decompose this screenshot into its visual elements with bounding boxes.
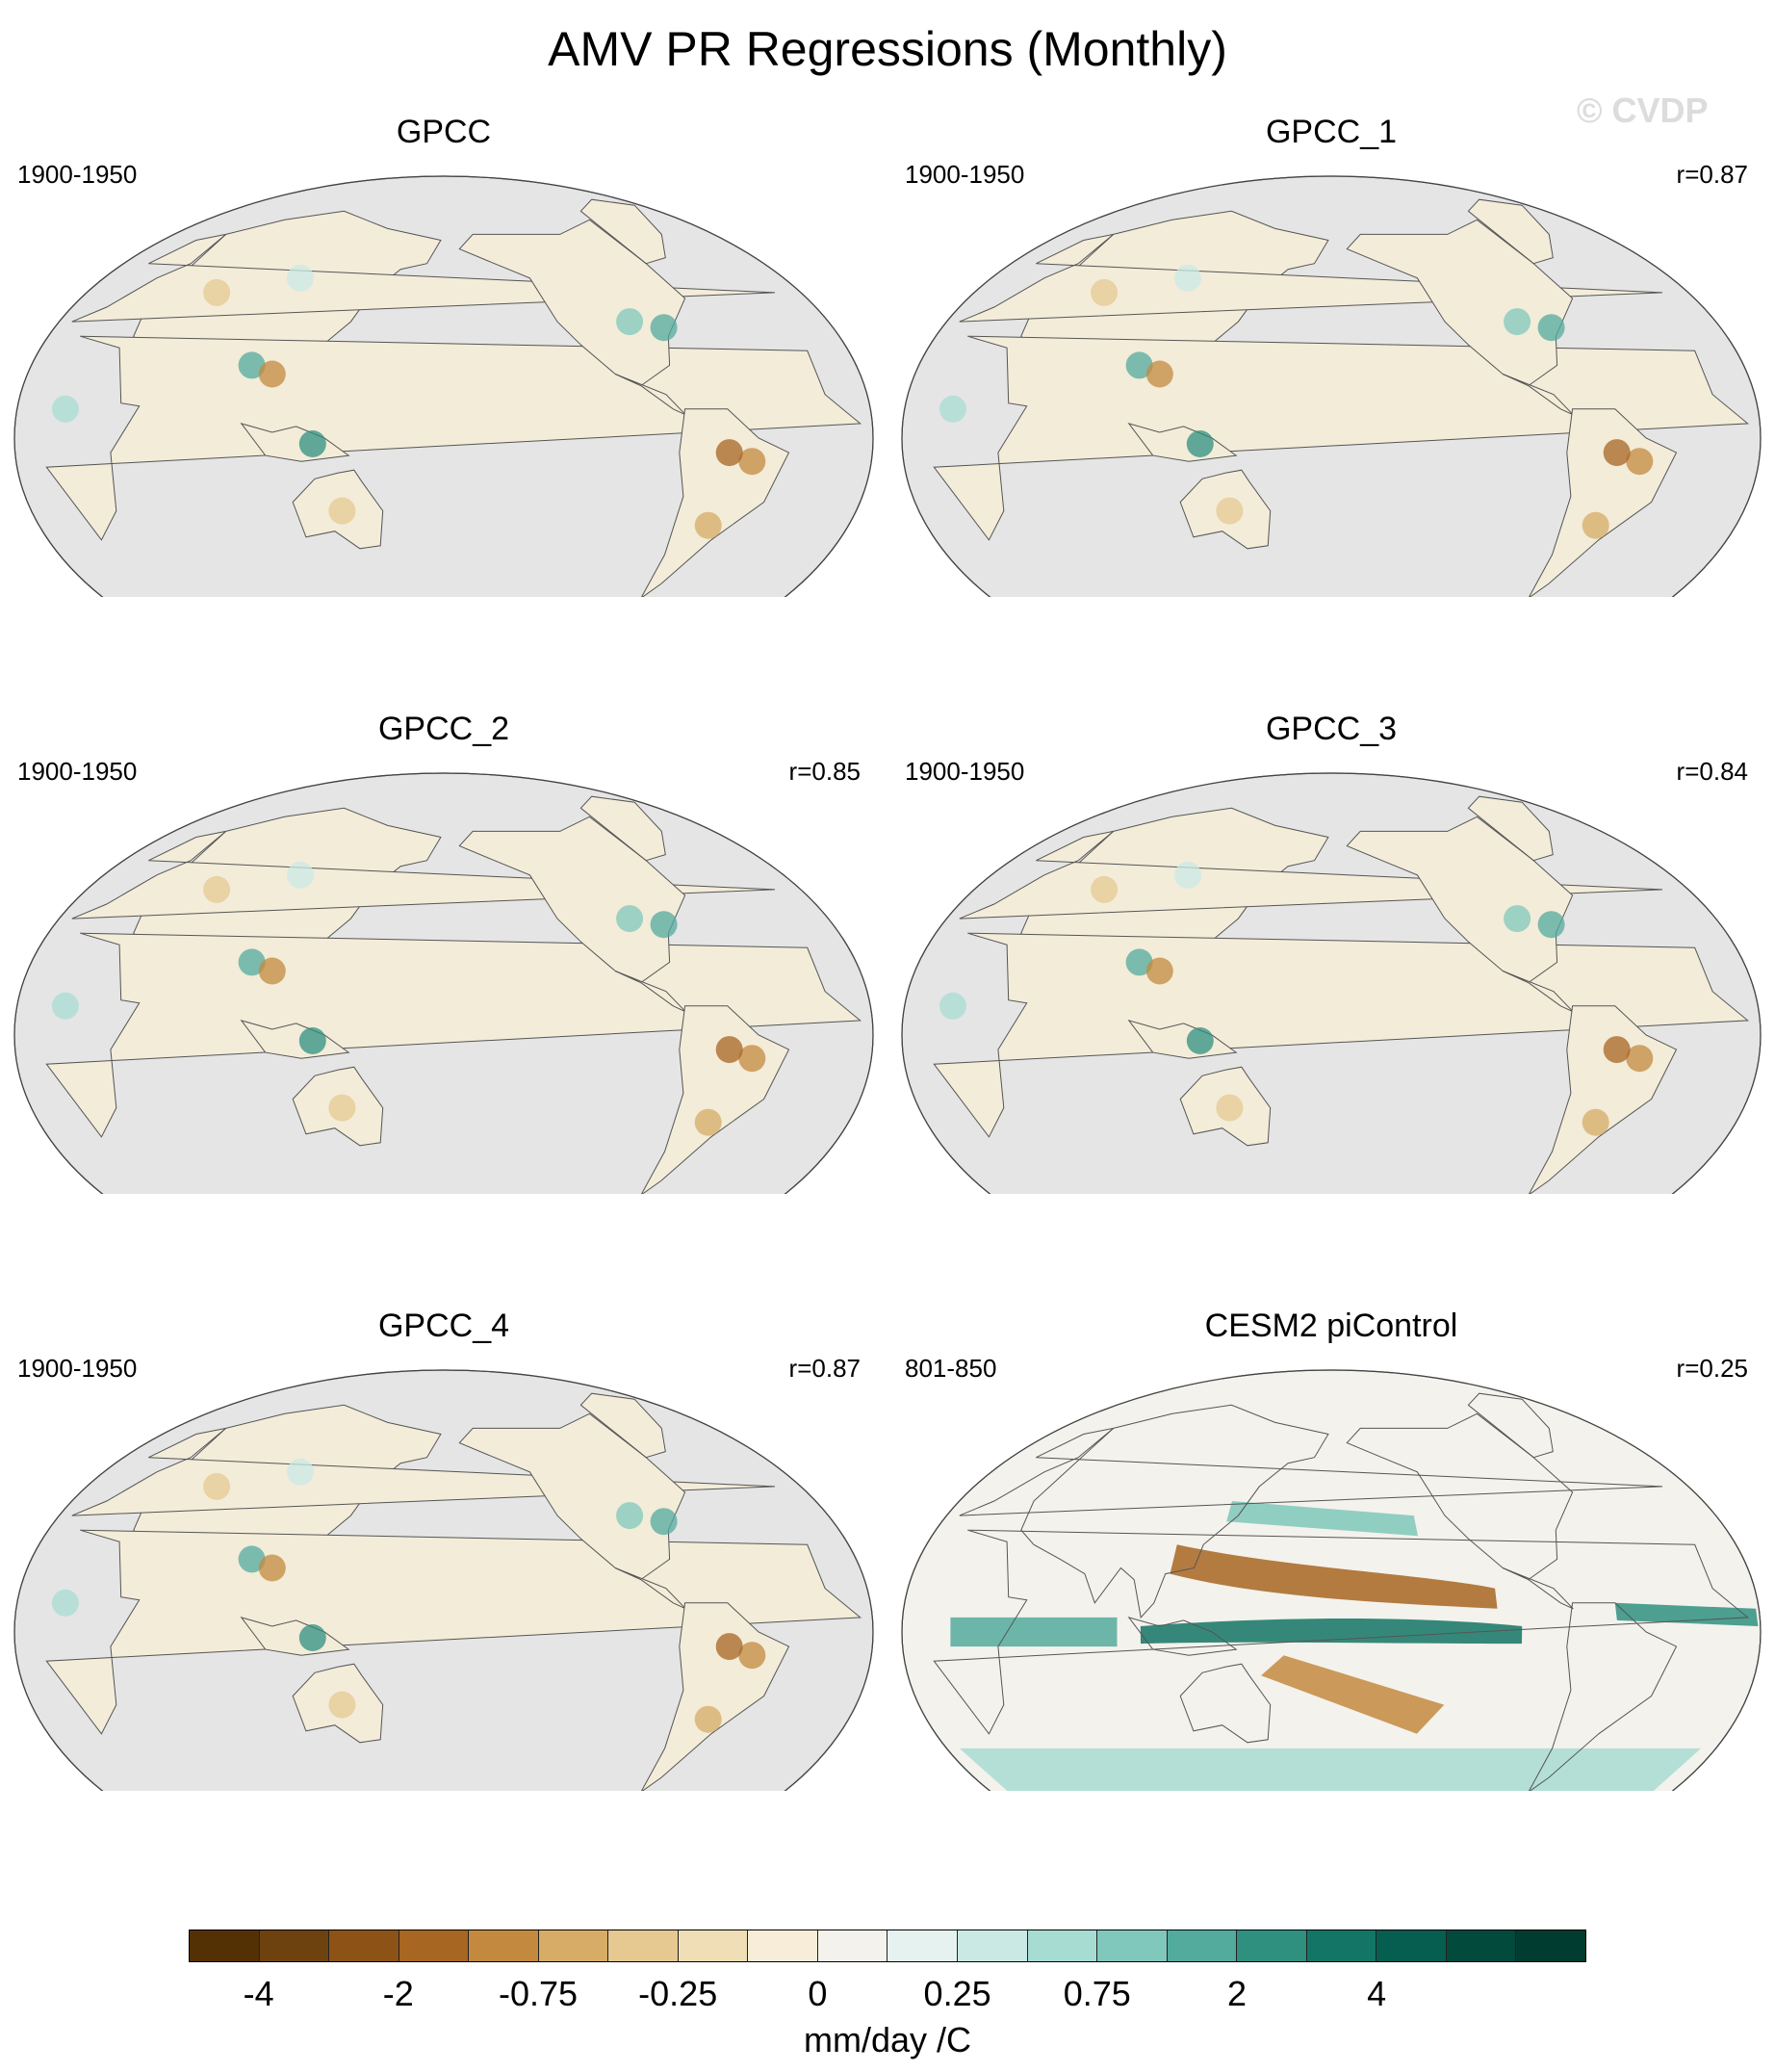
- map-panel-gpcc-1: GPCC_1 1900-1950 r=0.87: [888, 0, 1775, 597]
- colorbar-tick-label: -0.75: [498, 1974, 579, 2013]
- panel-period: 801-850: [905, 1354, 997, 1383]
- colorbar-swatch: [190, 1930, 260, 1961]
- colorbar-tick-label: 0.25: [923, 1974, 991, 2013]
- colorbar-swatch: [748, 1930, 818, 1961]
- panel-title: GPCC_4: [377, 1308, 510, 1344]
- colorbar-swatch: [399, 1930, 470, 1961]
- panel-period: 1900-1950: [905, 160, 1025, 189]
- colorbar-swatch: [1516, 1930, 1585, 1961]
- colorbar-swatch: [608, 1930, 679, 1961]
- panel-correlation: r=0.87: [1676, 160, 1748, 189]
- colorbar: [189, 1930, 1586, 1962]
- colorbar-tick-label: 2: [1226, 1974, 1248, 2013]
- colorbar-swatch: [1027, 1930, 1098, 1961]
- colorbar-swatch: [329, 1930, 399, 1961]
- panel-period: 1900-1950: [17, 757, 138, 786]
- colorbar-swatch: [817, 1930, 888, 1961]
- colorbar-unit: mm/day /C: [803, 2020, 972, 2059]
- panel-title: GPCC: [396, 114, 492, 150]
- panel-title: GPCC_3: [1265, 711, 1398, 747]
- colorbar-tick-label: 0.75: [1063, 1974, 1131, 2013]
- colorbar-swatch: [1167, 1930, 1238, 1961]
- colorbar-swatch: [1097, 1930, 1168, 1961]
- map-panel-gpcc-3: GPCC_3 1900-1950 r=0.84: [888, 597, 1775, 1194]
- colorbar-swatch: [1306, 1930, 1377, 1961]
- panel-correlation: r=0.84: [1676, 757, 1748, 786]
- colorbar-swatch: [1376, 1930, 1447, 1961]
- map-panel-gpcc-4: GPCC_4 1900-1950 r=0.87: [0, 1194, 888, 1791]
- world-map: [901, 175, 1762, 597]
- panel-correlation: r=0.25: [1676, 1354, 1748, 1383]
- panel-correlation: r=0.87: [788, 1354, 861, 1383]
- colorbar-tick-label: -2: [382, 1974, 414, 2013]
- world-map: [901, 1369, 1762, 1791]
- colorbar-swatch: [259, 1930, 330, 1961]
- colorbar-swatch: [1446, 1930, 1517, 1961]
- world-map: [13, 1369, 874, 1791]
- colorbar-swatch: [469, 1930, 539, 1961]
- panel-title: GPCC_1: [1265, 114, 1398, 150]
- colorbar-tick-label: 0: [808, 1974, 828, 2013]
- cvdp-watermark: © CVDP: [1577, 91, 1709, 130]
- colorbar-swatch: [678, 1930, 749, 1961]
- panel-period: 1900-1950: [17, 160, 138, 189]
- colorbar-tick-label: 4: [1367, 1974, 1387, 2013]
- colorbar-swatch: [888, 1930, 959, 1961]
- map-panel-gpcc-2: GPCC_2 1900-1950 r=0.85: [0, 597, 888, 1194]
- colorbar-tick-label: -0.25: [638, 1974, 718, 2013]
- world-map: [901, 772, 1762, 1194]
- panel-title: CESM2 piControl: [1204, 1308, 1458, 1344]
- panel-title: GPCC_2: [377, 711, 510, 747]
- panel-period: 1900-1950: [905, 757, 1025, 786]
- panel-period: 1900-1950: [17, 1354, 138, 1383]
- panel-correlation: r=0.85: [788, 757, 861, 786]
- world-map: [13, 772, 874, 1194]
- colorbar-tick-label: -4: [243, 1974, 274, 2013]
- colorbar-swatch: [538, 1930, 609, 1961]
- colorbar-swatch: [958, 1930, 1028, 1961]
- map-panel-gpcc: GPCC 1900-1950: [0, 0, 888, 597]
- colorbar-swatch: [1237, 1930, 1307, 1961]
- map-panel-cesm2-picontrol: CESM2 piControl 801-850 r=0.25: [888, 1194, 1775, 1791]
- world-map: [13, 175, 874, 597]
- figure-title: AMV PR Regressions (Monthly): [548, 22, 1227, 76]
